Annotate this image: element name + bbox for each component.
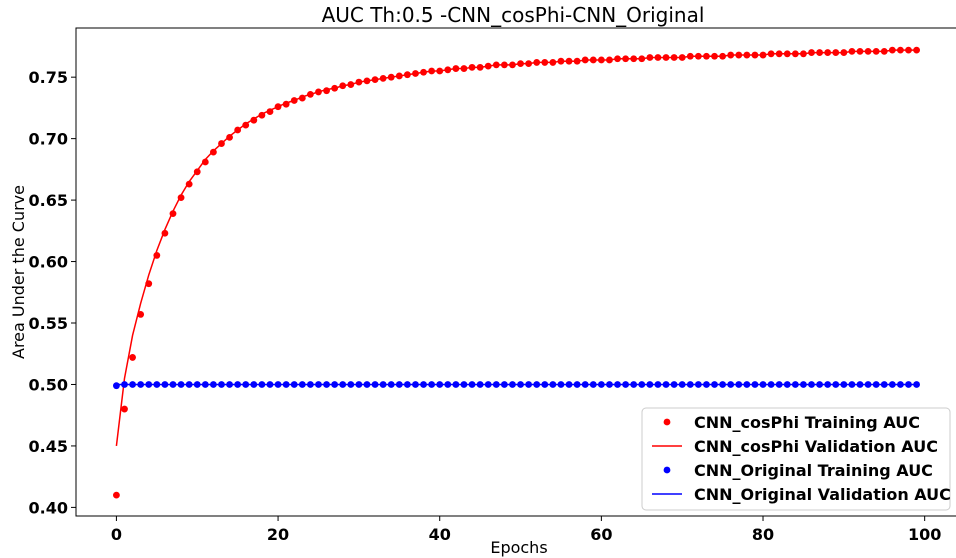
legend-marker-swatch — [663, 418, 671, 426]
data-point — [210, 148, 217, 156]
x-tick-label: 80 — [752, 525, 774, 544]
legend-item: CNN_Original Validation AUC — [652, 485, 951, 504]
y-tick-label: 0.40 — [29, 498, 68, 517]
legend-label: CNN_Original Validation AUC — [694, 485, 951, 504]
series-line — [115, 49, 917, 447]
data-point — [121, 405, 128, 413]
data-point — [201, 158, 209, 166]
y-tick-label: 0.70 — [29, 130, 68, 149]
y-tick-label: 0.45 — [29, 437, 68, 456]
legend-item: CNN_cosPhi Validation AUC — [652, 437, 938, 456]
y-axis-label: Area Under the Curve — [9, 185, 28, 359]
legend-marker-swatch — [663, 466, 671, 474]
series-1 — [115, 49, 917, 447]
x-tick-label: 100 — [908, 525, 941, 544]
x-axis-label: Epochs — [490, 538, 547, 557]
legend-box — [641, 407, 951, 511]
data-point — [113, 382, 120, 390]
data-point — [129, 354, 136, 361]
x-tick-label: 20 — [267, 525, 289, 544]
y-tick-label: 0.75 — [29, 68, 68, 87]
y-axis: 0.40 0.45 0.50 0.55 0.60 0.65 0.70 0.75 — [29, 68, 76, 517]
legend-item: CNN_Original Training AUC — [663, 461, 933, 480]
data-point — [113, 491, 120, 499]
x-tick-label: 40 — [429, 525, 451, 544]
x-tick-label: 60 — [590, 525, 612, 544]
legend-item: CNN_cosPhi Training AUC — [663, 413, 920, 432]
legend-label: CNN_cosPhi Training AUC — [694, 413, 920, 432]
y-tick-label: 0.60 — [29, 253, 68, 272]
chart-legend: CNN_cosPhi Training AUC CNN_cosPhi Valida… — [641, 407, 951, 511]
series-0 — [113, 46, 920, 499]
series-layer — [113, 46, 920, 499]
x-axis: 0 20 40 60 80 100 — [111, 516, 941, 544]
chart-title: AUC Th:0.5 -CNN_cosPhi-CNN_Original — [322, 3, 705, 27]
x-tick-label: 0 — [111, 525, 122, 544]
plot-area-frame — [75, 27, 956, 517]
y-tick-label: 0.65 — [29, 191, 68, 210]
y-tick-label: 0.55 — [29, 314, 68, 333]
legend-label: CNN_Original Training AUC — [694, 461, 933, 480]
y-tick-label: 0.50 — [29, 375, 68, 394]
legend-label: CNN_cosPhi Validation AUC — [694, 437, 938, 456]
